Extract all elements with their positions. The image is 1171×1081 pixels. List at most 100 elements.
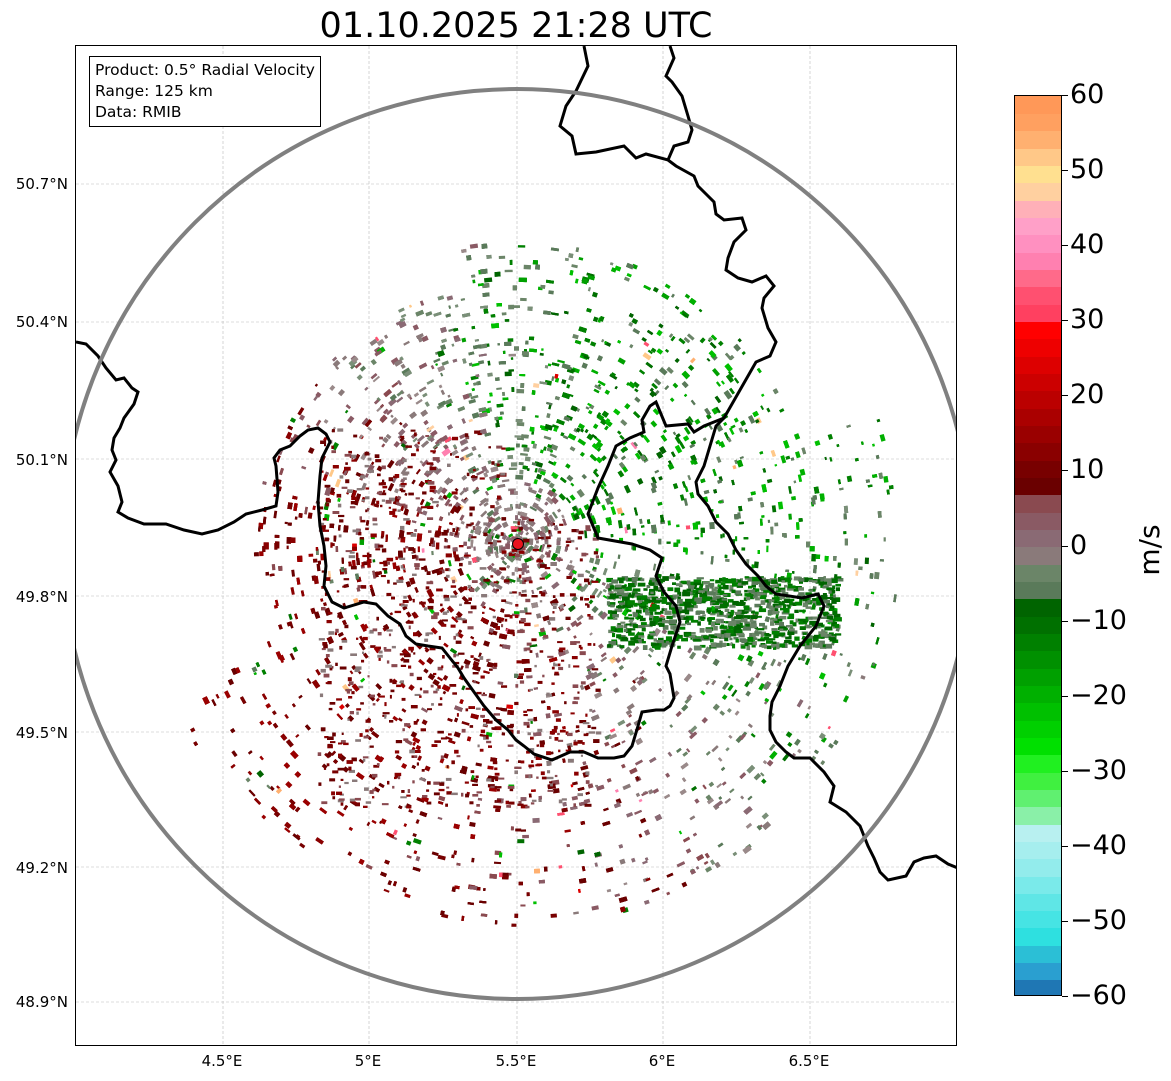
echo-pixel <box>717 479 723 484</box>
echo-pixel <box>415 744 421 751</box>
echo-pixel <box>716 783 723 789</box>
echo-pixel <box>510 462 518 467</box>
echo-pixel <box>715 381 722 387</box>
echo-pixel <box>798 657 801 661</box>
echo-pixel <box>642 435 650 443</box>
echo-pixel <box>420 707 429 713</box>
echo-pixel <box>750 491 756 496</box>
echo-pixel <box>481 243 488 249</box>
echo-pixel <box>694 798 700 804</box>
echo-pixel <box>649 390 657 398</box>
echo-pixel <box>407 594 413 602</box>
echo-pixel <box>712 368 721 377</box>
echo-pixel <box>747 497 753 502</box>
echo-pixel <box>453 823 460 830</box>
echo-pixel <box>332 359 341 368</box>
echo-pixel <box>653 378 662 386</box>
echo-pixel <box>498 872 503 878</box>
echo-pixel <box>764 616 770 623</box>
echo-pixel <box>442 674 449 681</box>
echo-pixel <box>542 477 551 485</box>
echo-pixel <box>404 893 411 899</box>
echo-pixel <box>875 454 880 460</box>
echo-pixel <box>770 658 776 667</box>
echo-pixel <box>551 511 558 519</box>
echo-pixel <box>720 380 725 385</box>
echo-pixel <box>604 389 610 395</box>
echo-pixel <box>514 346 519 351</box>
echo-pixel <box>392 562 397 570</box>
echo-pixel <box>466 255 472 261</box>
echo-pixel <box>515 504 519 509</box>
echo-pixel <box>524 647 531 651</box>
echo-pixel <box>306 424 311 429</box>
echo-pixel <box>585 791 590 795</box>
echo-pixel <box>728 427 735 435</box>
radar-map[interactable] <box>75 45 957 1046</box>
echo-pixel <box>516 660 522 664</box>
echo-pixel <box>299 842 306 849</box>
echo-pixel <box>384 859 390 865</box>
echo-pixel <box>792 571 795 574</box>
echo-pixel <box>574 339 582 345</box>
echo-pixel <box>670 293 675 298</box>
echo-pixel <box>451 343 455 347</box>
echo-pixel <box>752 410 759 418</box>
echo-pixel <box>640 525 645 528</box>
echo-pixel <box>344 409 349 414</box>
echo-pixel <box>590 714 600 722</box>
echo-pixel <box>461 685 466 691</box>
echo-pixel <box>715 406 721 414</box>
echo-pixel <box>395 754 402 761</box>
echo-pixel <box>667 751 673 757</box>
echo-pixel <box>543 866 548 872</box>
echo-pixel <box>569 494 576 501</box>
echo-pixel <box>657 501 663 506</box>
echo-pixel <box>518 461 524 466</box>
echo-pixel <box>470 635 475 640</box>
echo-pixel <box>490 314 496 318</box>
echo-pixel <box>539 449 544 454</box>
echo-pixel <box>389 612 393 616</box>
echo-pixel <box>827 725 831 730</box>
echo-pixel <box>470 529 474 534</box>
echo-pixel <box>478 652 482 658</box>
echo-pixel <box>683 426 691 435</box>
echo-pixel <box>479 411 488 418</box>
echo-pixel <box>879 433 886 442</box>
echo-pixel <box>514 766 522 770</box>
echo-pixel <box>291 703 296 708</box>
echo-pixel <box>650 420 658 428</box>
echo-pixel <box>727 684 734 692</box>
echo-pixel <box>766 407 771 413</box>
echo-pixel <box>804 657 811 666</box>
echo-pixel <box>593 691 603 699</box>
echo-pixel <box>349 670 354 675</box>
echo-pixel <box>780 455 787 464</box>
echo-pixel <box>301 465 307 470</box>
echo-pixel <box>386 409 393 416</box>
echo-pixel <box>501 560 508 566</box>
echo-pixel <box>274 534 280 538</box>
echo-pixel <box>390 417 399 425</box>
echo-pixel <box>296 577 301 585</box>
echo-pixel <box>478 360 485 365</box>
echo-pixel <box>714 800 723 808</box>
echo-pixel <box>651 524 657 534</box>
echo-pixel <box>460 520 465 525</box>
echo-pixel <box>387 880 392 886</box>
echo-pixel <box>525 340 529 345</box>
echo-pixel <box>471 640 478 647</box>
echo-pixel <box>447 394 451 398</box>
echo-pixel <box>368 554 372 558</box>
echo-pixel <box>559 477 567 484</box>
echo-pixel <box>550 443 559 451</box>
echo-pixel <box>753 773 761 781</box>
echo-pixel <box>540 570 549 579</box>
echo-pixel <box>739 772 747 779</box>
echo-pixel <box>635 792 641 798</box>
echo-pixel <box>545 279 554 284</box>
echo-pixel <box>638 833 643 838</box>
echo-pixel <box>337 389 346 397</box>
echo-pixel <box>639 669 645 675</box>
